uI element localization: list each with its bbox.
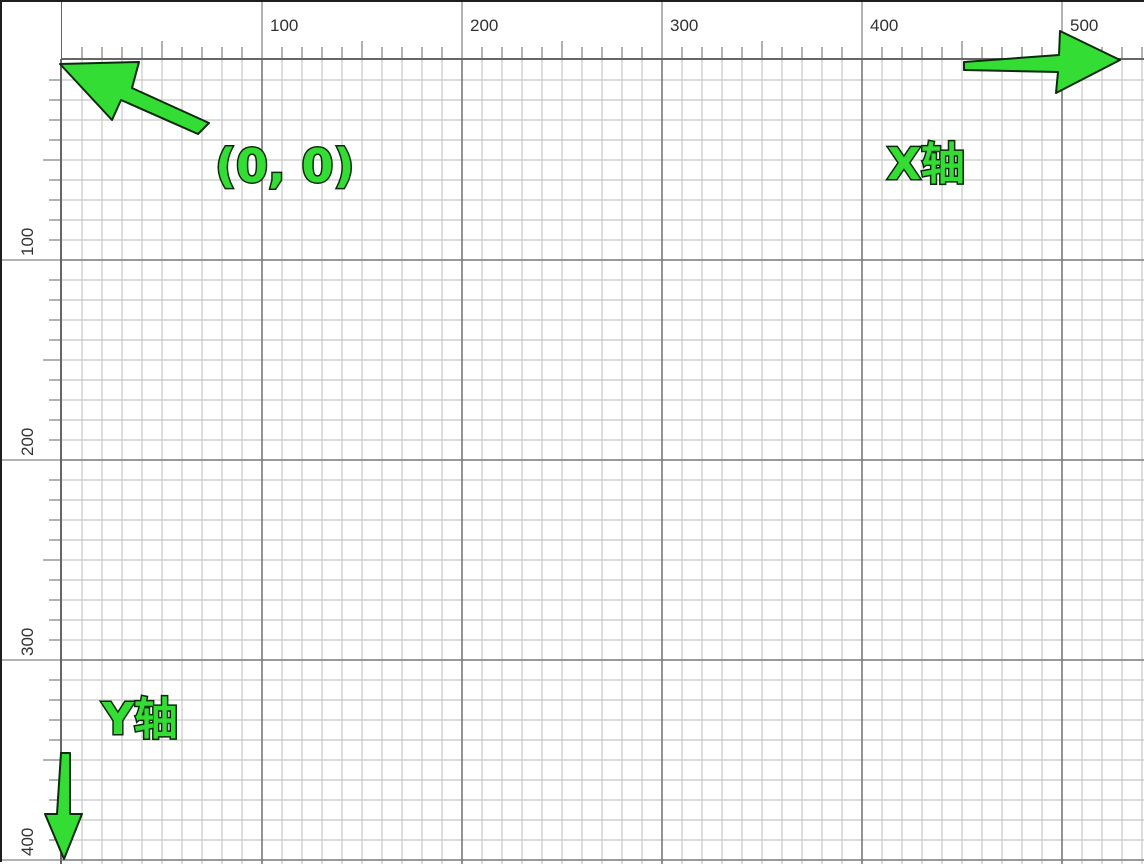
left-ruler-ticks [2, 79, 61, 861]
grid-minor-lines [62, 60, 1144, 864]
y-tick-label-400: 400 [18, 828, 37, 856]
x-tick-label-200: 200 [470, 16, 498, 35]
x-tick-label-100: 100 [270, 16, 298, 35]
origin-arrow-icon [59, 61, 210, 135]
ruler-corner [2, 2, 61, 59]
y-axis-arrow-icon [44, 752, 83, 860]
x-tick-label-400: 400 [870, 16, 898, 35]
y-tick-label-300: 300 [18, 628, 37, 656]
y-axis-label: Y轴 [101, 694, 178, 745]
top-ruler: 100 200 300 400 500 [2, 2, 1144, 60]
top-ruler-background [2, 2, 1144, 60]
left-ruler: 100 200 300 400 [2, 2, 62, 864]
origin-label: (0, 0) [215, 139, 355, 193]
grid-major-lines [62, 60, 1144, 864]
x-tick-label-300: 300 [670, 16, 698, 35]
x-axis-arrow-icon [963, 30, 1121, 94]
y-tick-label-200: 200 [18, 428, 37, 456]
x-axis-label: X轴 [887, 139, 965, 190]
x-tick-label-500: 500 [1070, 16, 1098, 35]
y-tick-label-100: 100 [18, 228, 37, 256]
